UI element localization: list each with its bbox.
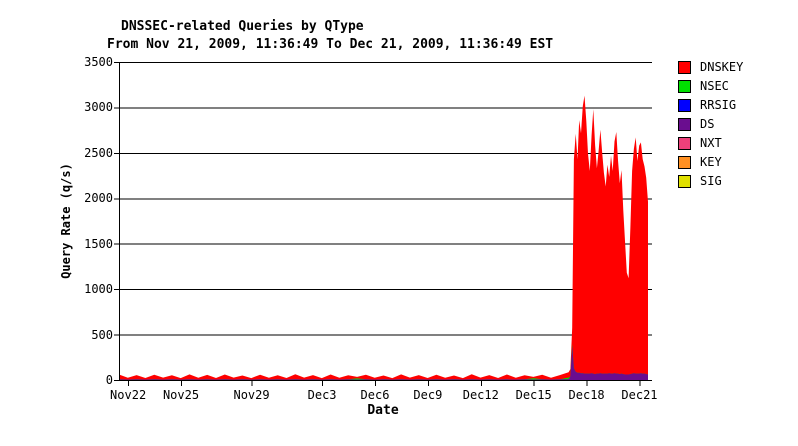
x-tick-label-Nov22: Nov22 <box>110 388 147 402</box>
legend-swatch-nsec <box>678 80 691 93</box>
y-tick-label-1500: 1500 <box>84 236 113 251</box>
chart-subtitle: From Nov 21, 2009, 11:36:49 To Dec 21, 2… <box>107 37 554 52</box>
series-area-dnskey <box>119 95 648 380</box>
x-tick-label-Dec15: Dec15 <box>515 388 552 402</box>
legend-item-nsec: NSEC <box>678 80 743 93</box>
legend-swatch-sig <box>678 175 691 188</box>
legend-label: DS <box>700 117 715 131</box>
legend-item-key: KEY <box>678 156 743 169</box>
legend-label: NXT <box>700 136 722 150</box>
y-axis-label: Query Rate (q/s) <box>59 163 73 279</box>
legend-label: KEY <box>700 155 722 169</box>
legend-swatch-nxt <box>678 137 691 150</box>
x-tick-label-Dec3: Dec3 <box>307 388 337 402</box>
legend-item-dnskey: DNSKEY <box>678 61 743 74</box>
legend-item-sig: SIG <box>678 175 743 188</box>
legend: DNSKEY NSEC RRSIG DS NXT KEY SIG <box>678 61 743 194</box>
legend-item-nxt: NXT <box>678 137 743 150</box>
x-tick-label-Nov25: Nov25 <box>162 388 200 402</box>
y-tick-label-1000: 1000 <box>84 282 113 297</box>
x-tick-label-Dec21: Dec21 <box>621 388 658 402</box>
legend-item-rrsig: RRSIG <box>678 99 743 112</box>
y-tick-label-500: 500 <box>91 327 113 342</box>
x-tick-label-Nov29: Nov29 <box>233 388 270 402</box>
y-tick-label-3500: 3500 <box>84 55 113 69</box>
x-tick-label-Dec18: Dec18 <box>568 388 605 402</box>
y-tick-label-2000: 2000 <box>84 191 113 206</box>
x-tick-label-Dec9: Dec9 <box>413 388 443 402</box>
x-tick-label-Dec12: Dec12 <box>462 388 499 402</box>
legend-label: SIG <box>700 174 722 188</box>
legend-label: RRSIG <box>700 98 737 112</box>
y-tick-label-3000: 3000 <box>84 100 113 115</box>
x-tick-label-Dec6: Dec6 <box>360 388 390 402</box>
chart-title: DNSSEC-related Queries by QType <box>121 19 364 34</box>
legend-label: NSEC <box>700 79 729 93</box>
y-tick-label-2500: 2500 <box>84 145 113 160</box>
y-tick-label-0: 0 <box>105 373 113 387</box>
legend-label: DNSKEY <box>700 60 744 74</box>
legend-swatch-ds <box>678 118 691 131</box>
legend-swatch-dnskey <box>678 61 691 74</box>
legend-item-ds: DS <box>678 118 743 131</box>
legend-swatch-key <box>678 156 691 169</box>
series-area-ds <box>119 345 648 380</box>
x-axis-title: Date <box>367 403 399 418</box>
legend-swatch-rrsig <box>678 99 691 112</box>
